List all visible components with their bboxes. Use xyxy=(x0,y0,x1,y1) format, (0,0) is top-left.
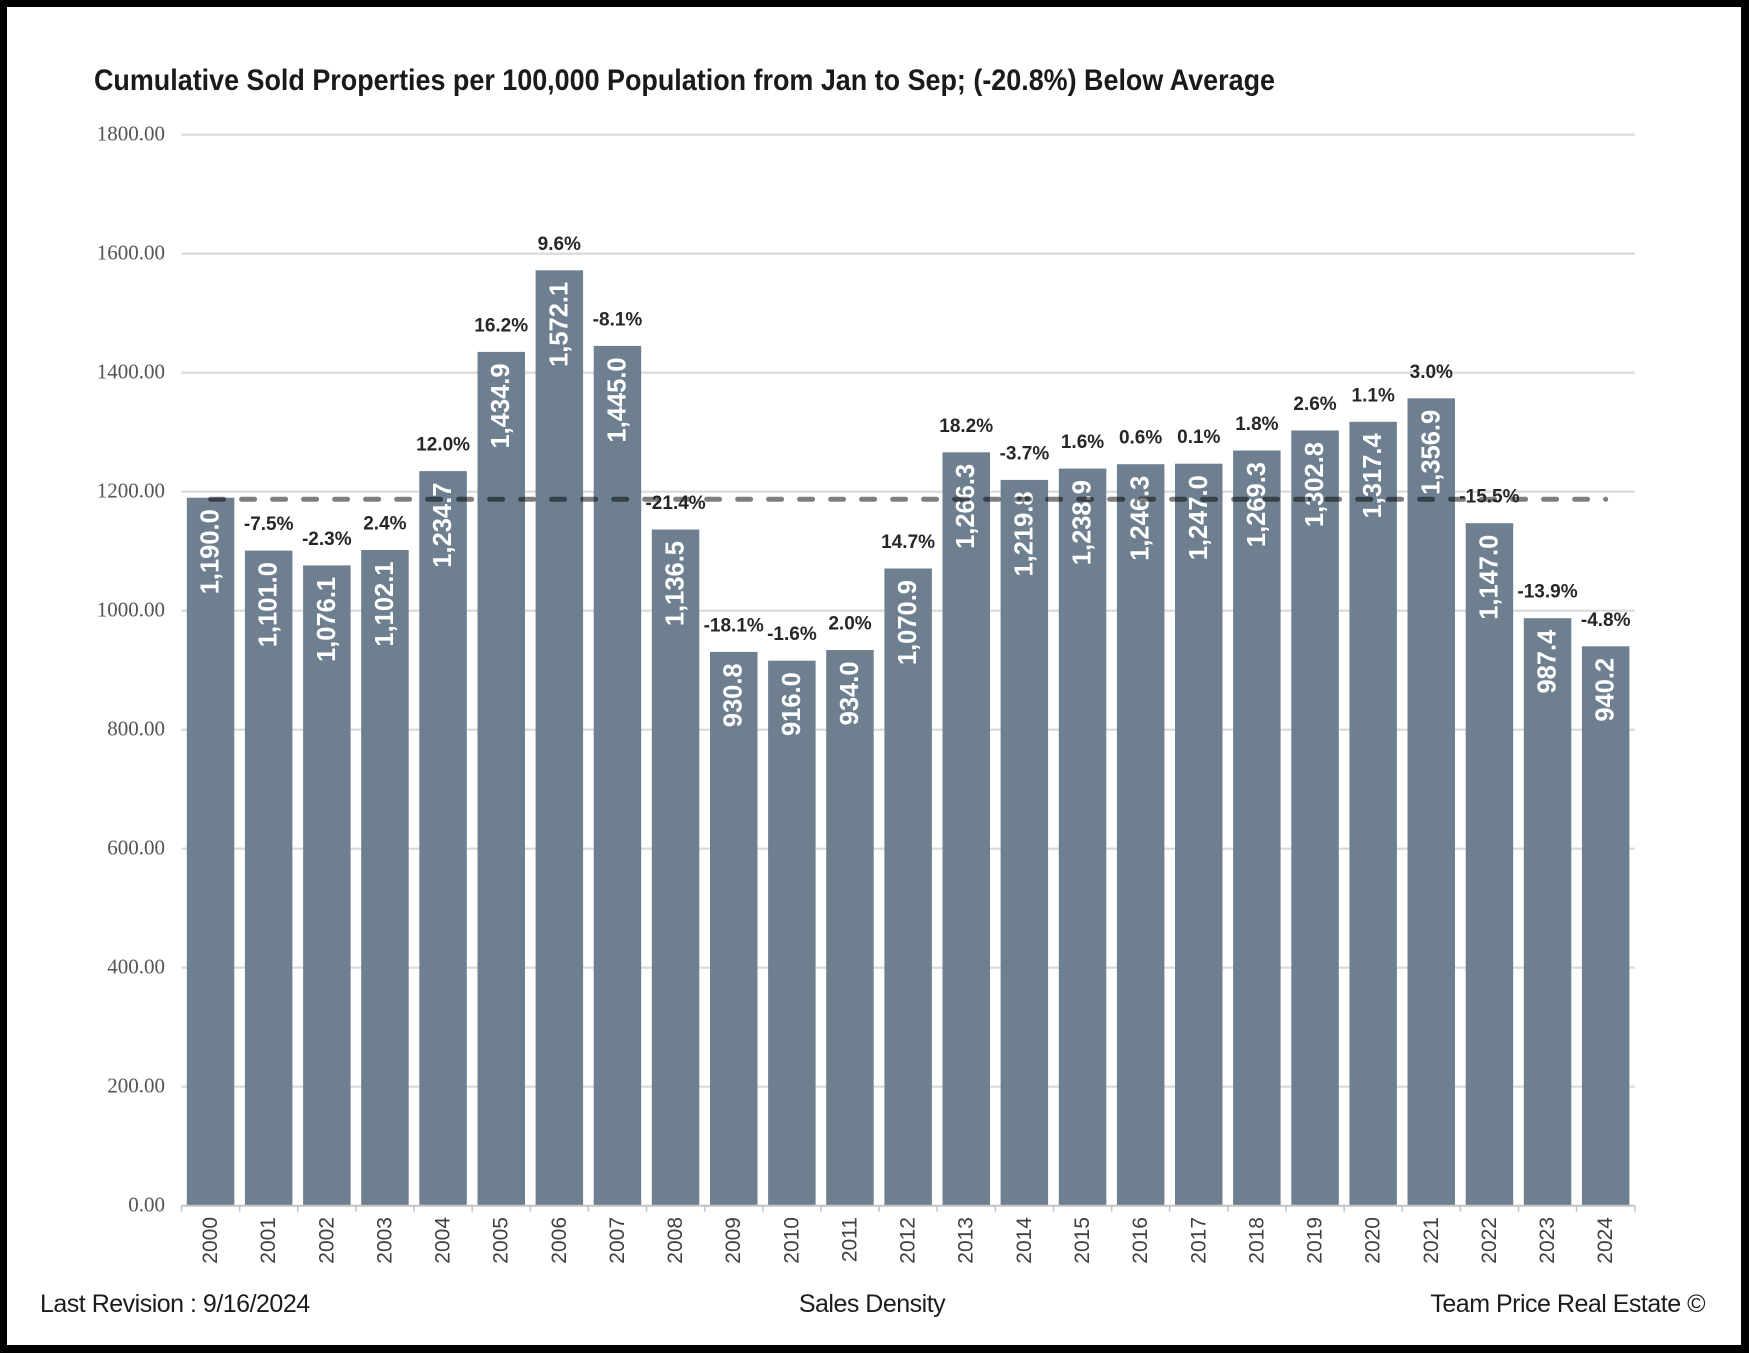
svg-text:940.2: 940.2 xyxy=(1592,658,1620,722)
svg-text:987.4: 987.4 xyxy=(1534,629,1562,694)
svg-text:1,445.0: 1,445.0 xyxy=(604,357,632,442)
svg-text:-15.5%: -15.5% xyxy=(1459,487,1519,508)
svg-text:2021: 2021 xyxy=(1420,1217,1443,1264)
svg-text:0.00: 0.00 xyxy=(128,1193,165,1217)
svg-text:1,434.9: 1,434.9 xyxy=(487,363,515,448)
svg-text:-3.7%: -3.7% xyxy=(1000,443,1050,464)
svg-text:1,147.0: 1,147.0 xyxy=(1475,535,1503,620)
svg-text:9.6%: 9.6% xyxy=(538,234,581,255)
svg-text:18.2%: 18.2% xyxy=(939,416,993,437)
svg-text:-7.5%: -7.5% xyxy=(244,514,294,535)
svg-text:Last Revision : 9/16/2024: Last Revision : 9/16/2024 xyxy=(40,1290,310,1318)
svg-text:1,102.1: 1,102.1 xyxy=(371,562,399,647)
svg-text:2018: 2018 xyxy=(1245,1217,1268,1264)
svg-text:2015: 2015 xyxy=(1071,1217,1094,1264)
svg-text:2006: 2006 xyxy=(548,1217,571,1264)
svg-text:1.6%: 1.6% xyxy=(1061,432,1104,453)
svg-text:800.00: 800.00 xyxy=(107,717,165,741)
svg-text:0.1%: 0.1% xyxy=(1177,427,1220,448)
svg-text:934.0: 934.0 xyxy=(836,662,864,726)
svg-text:Team Price Real Estate ©: Team Price Real Estate © xyxy=(1430,1290,1706,1318)
svg-text:2024: 2024 xyxy=(1594,1217,1617,1264)
svg-text:-8.1%: -8.1% xyxy=(593,309,643,330)
svg-text:2001: 2001 xyxy=(257,1217,280,1264)
svg-text:2016: 2016 xyxy=(1129,1217,1152,1264)
svg-text:1,317.4: 1,317.4 xyxy=(1359,432,1387,518)
svg-text:-13.9%: -13.9% xyxy=(1517,582,1577,603)
svg-text:1,076.1: 1,076.1 xyxy=(313,577,341,662)
svg-text:2004: 2004 xyxy=(432,1217,455,1264)
svg-text:1200.00: 1200.00 xyxy=(97,479,165,503)
svg-text:200.00: 200.00 xyxy=(107,1074,165,1098)
svg-text:1,572.1: 1,572.1 xyxy=(545,282,573,367)
svg-text:600.00: 600.00 xyxy=(107,836,165,860)
svg-text:16.2%: 16.2% xyxy=(474,315,528,336)
svg-text:-21.4%: -21.4% xyxy=(645,493,705,514)
svg-text:916.0: 916.0 xyxy=(778,672,806,736)
svg-text:2000: 2000 xyxy=(199,1217,222,1264)
svg-text:0.6%: 0.6% xyxy=(1119,428,1162,449)
svg-text:1,246.3: 1,246.3 xyxy=(1127,476,1155,561)
svg-text:1,234.7: 1,234.7 xyxy=(429,483,457,568)
svg-text:1,238.9: 1,238.9 xyxy=(1069,480,1097,565)
svg-text:400.00: 400.00 xyxy=(107,955,165,979)
svg-text:2.4%: 2.4% xyxy=(363,514,406,535)
svg-text:-4.8%: -4.8% xyxy=(1581,610,1631,631)
svg-text:2005: 2005 xyxy=(490,1217,513,1264)
svg-text:1,356.9: 1,356.9 xyxy=(1417,410,1445,495)
svg-text:1000.00: 1000.00 xyxy=(97,598,165,622)
svg-text:1,266.3: 1,266.3 xyxy=(952,464,980,549)
svg-text:2010: 2010 xyxy=(780,1217,803,1264)
svg-text:12.0%: 12.0% xyxy=(416,435,470,456)
svg-text:2008: 2008 xyxy=(664,1217,687,1264)
svg-text:1800.00: 1800.00 xyxy=(97,122,165,146)
svg-text:2014: 2014 xyxy=(1013,1217,1036,1264)
svg-text:1,247.0: 1,247.0 xyxy=(1185,475,1213,560)
svg-text:14.7%: 14.7% xyxy=(881,532,935,553)
svg-text:2009: 2009 xyxy=(722,1217,745,1264)
svg-text:2019: 2019 xyxy=(1304,1217,1327,1264)
svg-text:1,302.8: 1,302.8 xyxy=(1301,442,1329,527)
svg-text:1.8%: 1.8% xyxy=(1235,414,1278,435)
svg-text:Sales Density: Sales Density xyxy=(799,1290,946,1318)
svg-text:1,219.8: 1,219.8 xyxy=(1010,491,1038,576)
svg-text:1,269.3: 1,269.3 xyxy=(1243,462,1271,547)
svg-text:930.8: 930.8 xyxy=(720,663,748,727)
svg-text:2013: 2013 xyxy=(955,1217,978,1264)
svg-text:2012: 2012 xyxy=(897,1217,920,1264)
svg-text:-2.3%: -2.3% xyxy=(302,529,352,550)
svg-text:1,136.5: 1,136.5 xyxy=(662,541,690,626)
svg-text:1,101.0: 1,101.0 xyxy=(255,562,283,647)
svg-text:2003: 2003 xyxy=(373,1217,396,1264)
svg-text:2.0%: 2.0% xyxy=(828,614,871,635)
svg-text:-18.1%: -18.1% xyxy=(704,615,764,636)
svg-text:1.1%: 1.1% xyxy=(1352,385,1395,406)
svg-text:2017: 2017 xyxy=(1187,1217,1210,1264)
svg-text:2023: 2023 xyxy=(1536,1217,1559,1264)
svg-text:2002: 2002 xyxy=(315,1217,338,1264)
svg-text:2007: 2007 xyxy=(606,1217,629,1264)
svg-text:1,070.9: 1,070.9 xyxy=(894,580,922,665)
svg-text:2020: 2020 xyxy=(1362,1217,1385,1264)
svg-text:1400.00: 1400.00 xyxy=(97,360,165,384)
svg-text:2011: 2011 xyxy=(839,1217,862,1262)
svg-text:1600.00: 1600.00 xyxy=(97,241,165,265)
svg-text:1,190.0: 1,190.0 xyxy=(197,509,225,594)
svg-text:2022: 2022 xyxy=(1478,1217,1501,1264)
svg-text:-1.6%: -1.6% xyxy=(767,624,817,645)
svg-text:3.0%: 3.0% xyxy=(1410,362,1453,383)
svg-text:2.6%: 2.6% xyxy=(1293,394,1336,415)
svg-text:Cumulative Sold Properties per: Cumulative Sold Properties per 100,000 P… xyxy=(94,64,1275,97)
